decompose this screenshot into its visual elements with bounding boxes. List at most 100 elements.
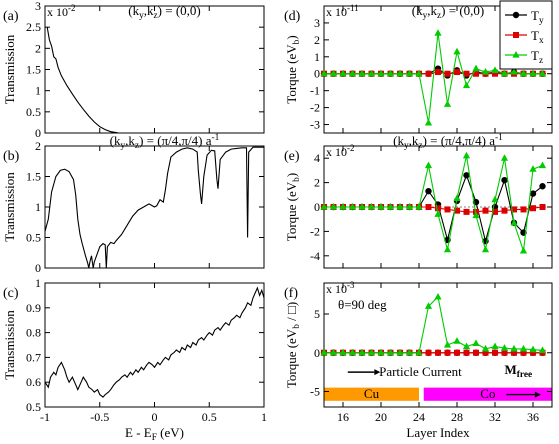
y-tick-label: 0.5 — [26, 400, 41, 414]
data-point-tx — [454, 349, 460, 356]
data-point-tz — [348, 69, 357, 77]
legend-marker — [512, 51, 520, 58]
data-point-tx — [454, 207, 460, 214]
panel-label: (e) — [284, 149, 300, 164]
data-point-tx — [473, 349, 479, 356]
data-point-tz — [415, 203, 423, 210]
data-point-tz — [510, 218, 518, 226]
data-point-tz — [481, 344, 490, 352]
y-tick-label: 1.5 — [26, 170, 41, 184]
data-point-tz — [434, 292, 442, 300]
data-point-tz — [348, 203, 357, 210]
panel-b: 0 0.5 1 1.5 2 (b) (ky​,kz​) = (π/4,π/4) a-1​ Tr… — [2, 133, 265, 275]
data-point-tz — [491, 342, 499, 350]
data-point-tz — [462, 151, 471, 159]
chart-title: (ky​,kz​) = (0,0) — [412, 3, 485, 21]
data-point-tz — [462, 342, 471, 350]
panel-label: (c) — [3, 286, 19, 301]
data-point-tz — [472, 64, 480, 72]
data-point-tz — [519, 344, 528, 352]
panel-label: (d) — [284, 9, 301, 24]
data-point-tz — [348, 348, 357, 356]
y-tick-label: 2.5 — [26, 20, 41, 34]
plot-frame — [44, 5, 265, 134]
y-tick-label: -2 — [310, 224, 320, 238]
y-tick-label: 3 — [314, 16, 320, 30]
data-point-tz — [453, 337, 461, 344]
m-free-arrowhead — [534, 391, 541, 398]
data-point-tx — [492, 349, 498, 356]
y-tick-label: 3 — [35, 0, 41, 13]
data-point-tz — [519, 246, 528, 254]
region-co — [423, 387, 552, 401]
y-tick-label: 5 — [314, 307, 320, 321]
data-point-tz — [320, 348, 328, 356]
data-point-tz — [491, 195, 499, 203]
chart-title: (ky​,kz​) = (0,0) — [128, 3, 201, 21]
panel-label: (b) — [3, 149, 20, 164]
data-point-tz — [320, 69, 328, 77]
y-tick-label: 1 — [35, 84, 41, 98]
plot-frame — [323, 282, 553, 408]
x-tick-label: 20 — [375, 410, 387, 424]
y-tick-label: 2 — [314, 176, 320, 190]
y-tick-label: -1 — [310, 84, 320, 98]
x-tick-label: 36 — [527, 410, 539, 424]
m-free-label: Mfree​ — [505, 362, 533, 380]
data-point-tz — [358, 69, 366, 77]
data-point-tz — [358, 203, 366, 210]
data-point-ty — [463, 172, 470, 179]
y-tick-label: 0 — [314, 200, 320, 214]
series-line — [44, 286, 265, 398]
data-point-tx — [501, 207, 508, 214]
data-point-tz — [434, 29, 442, 36]
data-point-tx — [435, 205, 441, 212]
data-point-tx — [530, 205, 536, 212]
panel-a: 0 0.5 1 1.5 2 2.5 3 (a) x 10-2 (ky​,kz​) = (0,0) T… — [2, 0, 265, 140]
data-point-tz — [339, 348, 347, 356]
data-point-tx — [511, 206, 517, 213]
x-tick-label: 1 — [261, 410, 267, 424]
data-point-tx — [435, 69, 441, 76]
x-tick-label: 24 — [413, 410, 425, 424]
data-point-tz — [472, 211, 480, 219]
data-point-tz — [415, 348, 423, 356]
data-point-tz — [443, 245, 452, 253]
y-tick-label: 2 — [35, 41, 41, 55]
y-tick-label: 4 — [314, 151, 320, 165]
x-tick-label: 32 — [489, 410, 501, 424]
data-point-tz — [434, 210, 442, 217]
data-point-tz — [386, 348, 395, 356]
data-point-tz — [453, 47, 461, 55]
region-cu — [324, 387, 419, 401]
panel-e: -4 -2 0 2 4 (e) x 10-2 (ky​,kz​) = (π/4,π/4) a-… — [284, 133, 553, 269]
panel-label: (a) — [3, 9, 19, 24]
data-point-tz — [396, 69, 404, 77]
legend-marker — [512, 11, 520, 19]
series-line — [44, 146, 264, 269]
data-point-tx — [530, 349, 536, 356]
data-point-tz — [481, 68, 490, 75]
y-tick-label: 1 — [35, 200, 41, 214]
y-axis-label: Torque (eVb​ / □) — [284, 302, 302, 388]
particle-current-label: Particle Current — [379, 364, 462, 379]
y-exponent: x 10-11 — [326, 3, 359, 19]
data-point-tz — [358, 348, 366, 356]
data-point-tz — [424, 118, 433, 126]
data-point-tx — [463, 349, 470, 356]
y-axis-label: Torque (eVb​) — [284, 173, 302, 241]
data-point-ty — [529, 190, 537, 197]
data-point-ty — [539, 183, 546, 190]
data-point-tz — [491, 66, 499, 73]
data-point-tz — [500, 154, 509, 161]
region-label: Cu — [364, 386, 380, 401]
data-point-tz — [500, 344, 509, 351]
data-point-tx — [444, 70, 451, 77]
data-point-tz — [424, 161, 433, 169]
legend: Ty​ Tx​ Tz​ — [499, 0, 553, 70]
data-point-tz — [377, 348, 385, 356]
y-tick-label: 0 — [35, 261, 41, 275]
x-tick-label: 16 — [337, 410, 349, 424]
data-point-tx — [463, 70, 470, 77]
data-point-tz — [453, 194, 461, 202]
